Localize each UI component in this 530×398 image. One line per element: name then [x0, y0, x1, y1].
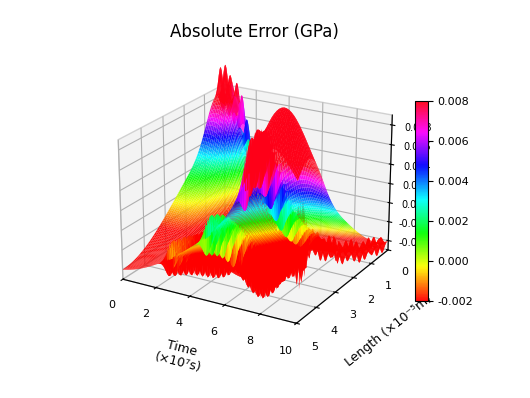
X-axis label: Time
(×10⁷s): Time (×10⁷s) — [154, 336, 207, 375]
Title: Absolute Error (GPa): Absolute Error (GPa) — [170, 23, 338, 41]
Y-axis label: Length (×10⁻⁵m): Length (×10⁻⁵m) — [343, 291, 435, 369]
